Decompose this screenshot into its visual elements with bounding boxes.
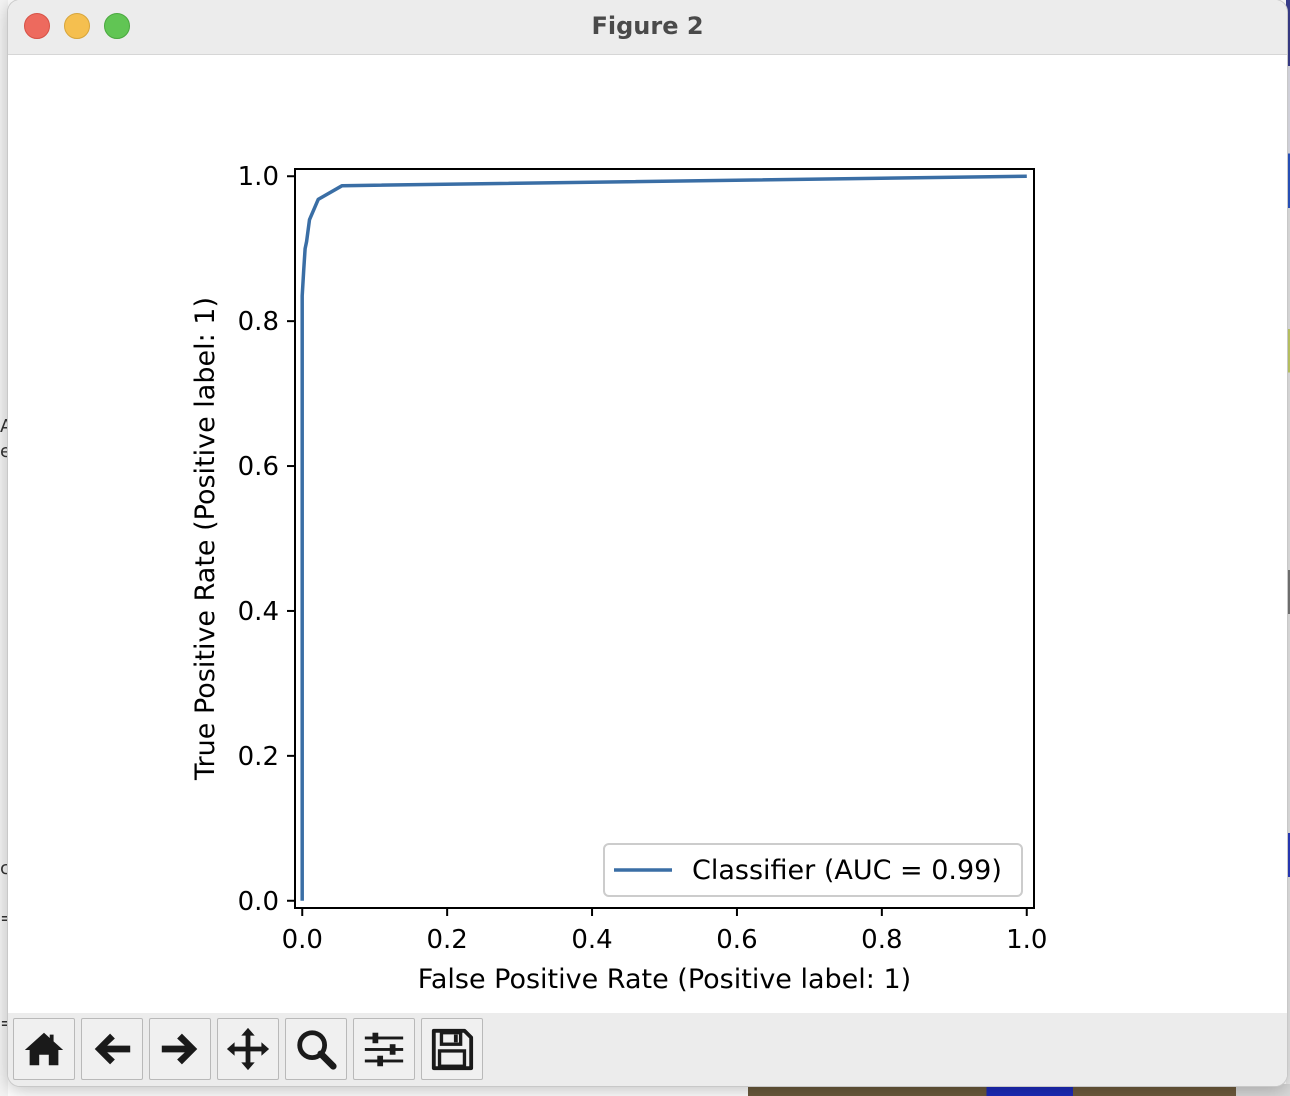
background-text-fragment: e <box>0 441 12 462</box>
background-window-edge <box>0 0 8 1096</box>
x-tick-label: 0.8 <box>861 925 902 955</box>
series-line-0 <box>300 174 1027 901</box>
background-image-strip <box>748 1084 1290 1096</box>
x-tick-label: 0.6 <box>716 925 757 955</box>
x-axis-label: False Positive Rate (Positive label: 1) <box>418 964 911 995</box>
close-window-button[interactable] <box>24 13 50 39</box>
y-tick-label: 1.0 <box>238 162 279 192</box>
save-button[interactable] <box>421 1018 483 1080</box>
axes-frame <box>294 168 1035 909</box>
pan-button[interactable] <box>217 1018 279 1080</box>
sliders-icon <box>364 1032 404 1067</box>
y-tick-label: 0.8 <box>238 307 279 337</box>
y-tick-label: 0.6 <box>238 452 279 482</box>
legend-box <box>603 843 1023 897</box>
background-text-fragment: c <box>0 858 10 879</box>
zoom-button[interactable] <box>285 1018 347 1080</box>
forward-button[interactable] <box>149 1018 211 1080</box>
configure-subplots-button[interactable] <box>353 1018 415 1080</box>
y-tick-label: 0.2 <box>238 742 279 772</box>
figure-window: Figure 2 0.0 0.2 0.4 0.6 0.8 1.0 0.0 0.2 0.4 0.6 0… <box>8 0 1287 1086</box>
y-tick-label: 0.4 <box>238 597 279 627</box>
axes: 0.0 0.2 0.4 0.6 0.8 1.0 0.0 0.2 0.4 0.6 0.8 1.0 Fals… <box>190 162 1047 995</box>
home-icon <box>24 1032 64 1066</box>
floppy-disk-icon <box>431 1028 474 1071</box>
x-tick-label: 0.4 <box>571 925 612 955</box>
back-button[interactable] <box>81 1018 143 1080</box>
magnifier-icon <box>297 1030 337 1070</box>
y-axis-label: True Positive Rate (Positive label: 1) <box>190 297 221 781</box>
legend-label: Classifier (AUC = 0.99) <box>692 855 1002 886</box>
background-window-edge <box>1286 0 1290 1096</box>
arrow-right-icon <box>161 1033 198 1065</box>
figure-canvas[interactable]: 0.0 0.2 0.4 0.6 0.8 1.0 0.0 0.2 0.4 0.6 0.8 1.0 Fals… <box>8 55 1287 1013</box>
title-bar[interactable]: Figure 2 <box>8 0 1287 55</box>
move-icon <box>226 1027 270 1071</box>
x-tick-label: 0.0 <box>282 925 323 955</box>
x-tick-label: 0.2 <box>426 925 467 955</box>
y-tick-label: 0.0 <box>238 887 279 917</box>
x-tick-label: 1.0 <box>1006 925 1047 955</box>
roc-chart: 0.0 0.2 0.4 0.6 0.8 1.0 0.0 0.2 0.4 0.6 0.8 1.0 Fals… <box>190 162 1047 995</box>
window-title: Figure 2 <box>591 12 704 40</box>
navigation-toolbar <box>8 1013 1287 1086</box>
home-button[interactable] <box>13 1018 75 1080</box>
minimize-window-button[interactable] <box>64 13 90 39</box>
arrow-left-icon <box>94 1033 131 1065</box>
maximize-window-button[interactable] <box>104 13 130 39</box>
